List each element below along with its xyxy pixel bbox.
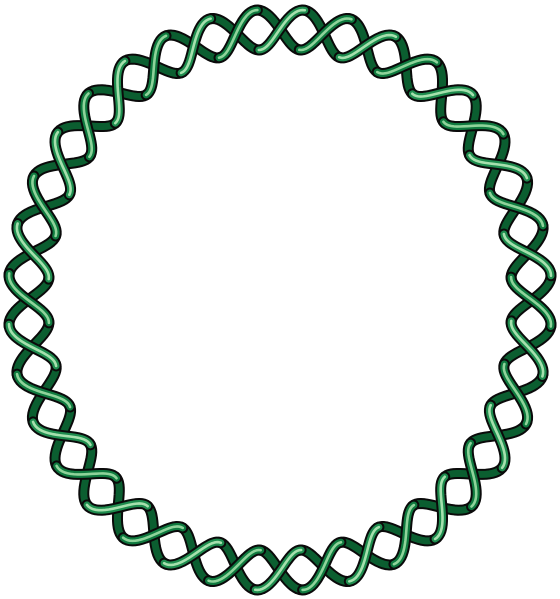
strand-2-segment (333, 29, 402, 64)
strand-1-segment (3, 267, 55, 329)
strand-1-segment (213, 4, 263, 64)
strand-highlight (509, 319, 545, 378)
strand-1-segment (293, 12, 357, 56)
strand-highlight (179, 17, 212, 75)
strand-2-segment (406, 84, 479, 103)
strand-1-segment (203, 544, 267, 588)
strand-highlight (121, 525, 185, 543)
strand-highlight (217, 8, 259, 60)
strand-highlight (55, 464, 118, 480)
strand-2-segment (158, 536, 227, 571)
strand-highlight (509, 275, 553, 328)
strand-highlight (442, 120, 505, 136)
strand-highlight (31, 174, 58, 238)
strand-highlight (85, 502, 149, 512)
strand-2-segment (3, 318, 62, 372)
strand-1-segment (462, 437, 482, 513)
strand-highlight (375, 57, 439, 75)
strand-highlight (488, 403, 507, 470)
strand-1-segment (297, 536, 347, 596)
strand-1-segment (78, 87, 98, 163)
strand-1-segment (437, 116, 509, 140)
strand-highlight (253, 548, 303, 592)
strand-highlight (162, 540, 223, 567)
strand-1-segment (26, 170, 62, 242)
strand-highlight (15, 222, 51, 281)
strand-2-segment (483, 399, 511, 474)
strand-2-segment (109, 55, 131, 129)
strand-highlight (113, 59, 127, 125)
strand-highlight (392, 503, 416, 566)
strand-highlight (466, 441, 478, 508)
strand-highlight (31, 420, 92, 447)
strand-1-segment (388, 499, 420, 570)
strand-highlight (468, 153, 529, 180)
strand-highlight (301, 540, 343, 592)
strand-2-segment (253, 4, 311, 56)
strand-highlight (82, 92, 94, 159)
strand-1-segment (371, 53, 443, 80)
strand-2-segment (343, 521, 385, 587)
strand-1-segment (117, 520, 189, 547)
strand-highlight (433, 475, 447, 541)
strand-highlight (502, 362, 529, 426)
strand-highlight (298, 17, 353, 52)
strand-2-segment (27, 416, 96, 451)
strand-1-segment (140, 30, 172, 101)
strand-2-segment (505, 315, 549, 382)
front-strand-layer (3, 4, 557, 596)
strand-highlight (7, 322, 58, 368)
strand-highlight (144, 34, 168, 97)
strand-1-segment (11, 368, 76, 413)
strand-2-segment (498, 228, 557, 282)
strand-2-segment (249, 544, 307, 596)
strand-highlight (502, 232, 553, 278)
strand-highlight (257, 8, 307, 52)
strand-2-segment (81, 497, 154, 516)
strand-highlight (337, 33, 398, 60)
strand-2-segment (175, 13, 217, 79)
strand-1-segment (505, 271, 557, 333)
strand-2-segment (49, 126, 77, 201)
strand-highlight (411, 88, 475, 98)
strand-1-segment (484, 187, 549, 232)
strand-1-segment (498, 358, 534, 430)
strand-highlight (7, 272, 51, 325)
strand-highlight (488, 191, 545, 228)
strand-highlight (207, 548, 262, 583)
strand-2-segment (464, 149, 533, 184)
strand-highlight (15, 372, 72, 409)
strand-2-segment (429, 471, 451, 545)
strand-1-segment (51, 460, 123, 484)
strand-2-segment (11, 218, 55, 285)
strand-highlight (348, 525, 381, 583)
strand-highlight (53, 130, 72, 197)
